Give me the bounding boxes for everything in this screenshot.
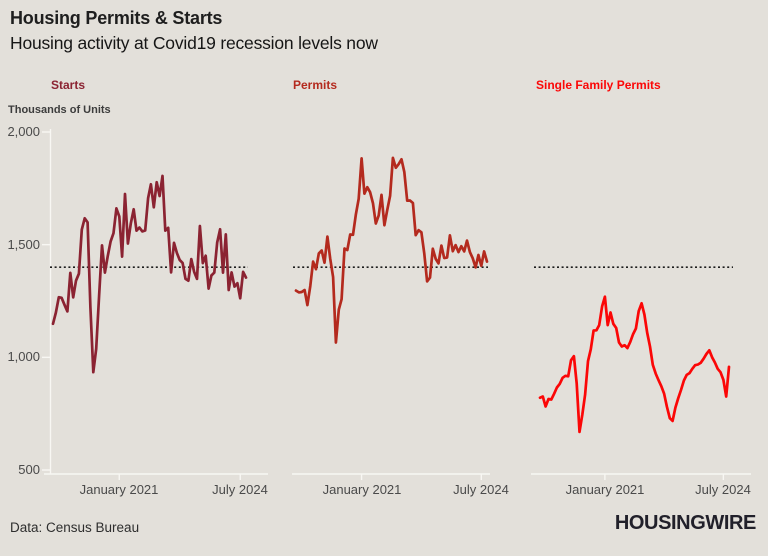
x-tick-starts-jan2021: January 2021 [79,482,159,497]
series-line-single-family-permits [538,295,731,434]
panel-label-single-family-permits: Single Family Permits [536,78,661,92]
x-tick-single-family-jan2021: January 2021 [565,482,645,497]
housingwire-logo: HOUSINGWIRE [614,512,757,534]
series-line-starts [51,174,248,374]
y-tick-1500: 1,500 [7,237,40,252]
y-tick-2000: 2,000 [7,124,40,139]
y-tick-1000: 1,000 [7,349,40,364]
page-subtitle: Housing activity at Covid19 recession le… [10,33,378,53]
series-line-permits [294,156,489,344]
x-tick-single-family-jul2024: July 2024 [695,482,751,497]
x-tick-starts-jul2024: July 2024 [212,482,268,497]
y-axis-unit-label: Thousands of Units [8,104,111,116]
panel-label-permits: Permits [293,78,338,92]
y-tick-500: 500 [18,462,40,477]
page-title: Housing Permits & Starts [10,8,223,28]
x-tick-permits-jan2021: January 2021 [322,482,402,497]
x-tick-permits-jul2024: July 2024 [453,482,509,497]
panel-label-starts: Starts [51,78,86,92]
data-source-credit: Data: Census Bureau [10,520,140,535]
